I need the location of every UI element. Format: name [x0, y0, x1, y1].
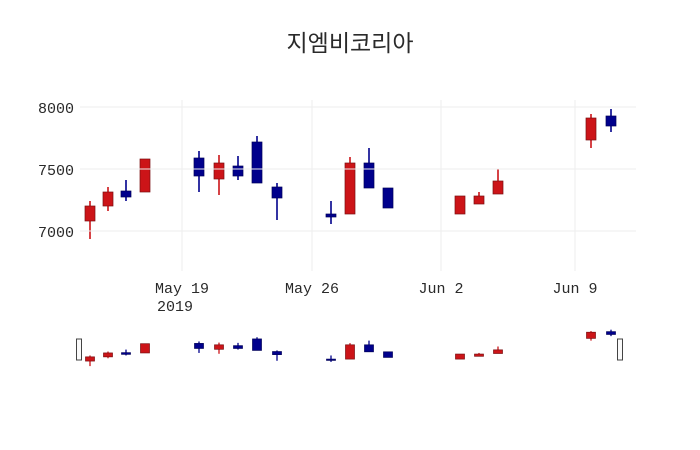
svg-text:2019: 2019: [157, 299, 193, 316]
svg-text:8000: 8000: [38, 101, 74, 118]
svg-text:7000: 7000: [38, 225, 74, 242]
svg-text:Jun 2: Jun 2: [418, 281, 463, 298]
svg-text:May 19: May 19: [155, 281, 209, 298]
svg-text:Jun 9: Jun 9: [552, 281, 597, 298]
svg-text:May 26: May 26: [285, 281, 339, 298]
svg-text:7500: 7500: [38, 163, 74, 180]
